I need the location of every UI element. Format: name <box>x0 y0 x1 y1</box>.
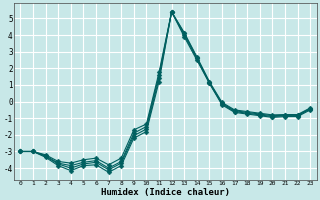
X-axis label: Humidex (Indice chaleur): Humidex (Indice chaleur) <box>101 188 230 197</box>
